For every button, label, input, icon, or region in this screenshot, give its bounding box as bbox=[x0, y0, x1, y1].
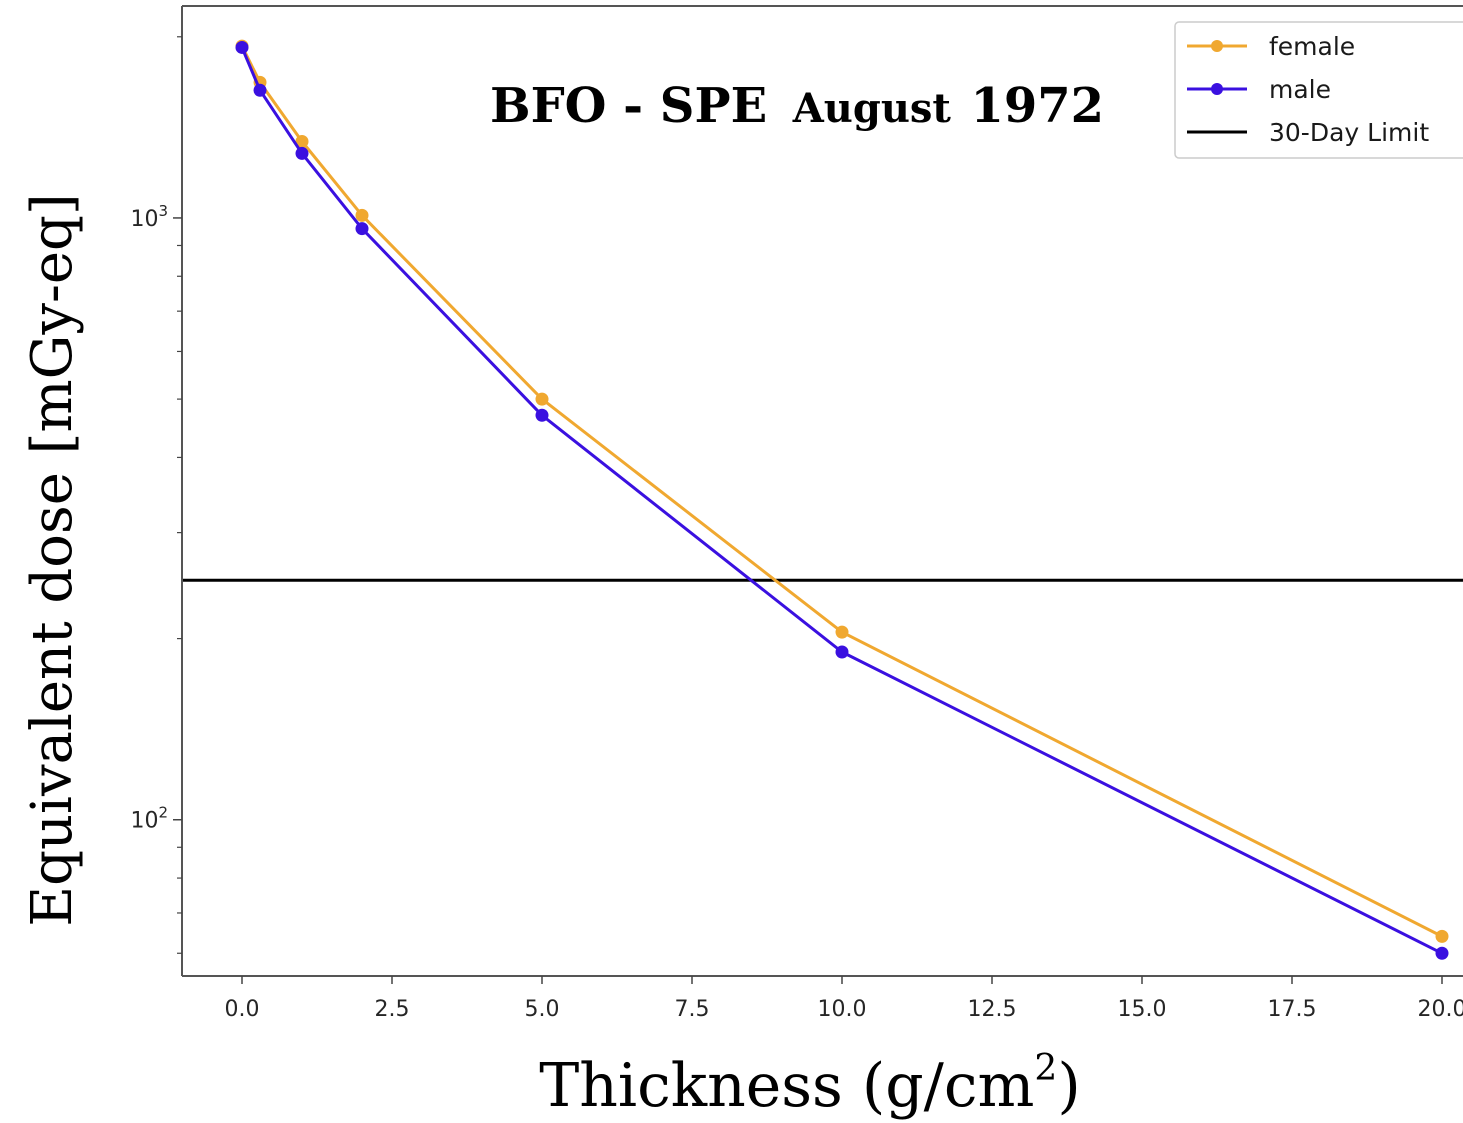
x-axis-label-superscript: 2 bbox=[1034, 1048, 1057, 1089]
x-tick-label: 0.0 bbox=[225, 997, 260, 1022]
y-tick-label: 103 bbox=[130, 202, 168, 232]
chart-title-year: 1972 bbox=[970, 78, 1104, 134]
x-tick-label: 15.0 bbox=[1118, 997, 1167, 1022]
legend: female male 30-Day Limit bbox=[1174, 21, 1463, 159]
x-tick-label: 5.0 bbox=[525, 997, 560, 1022]
chart-title-month: August bbox=[792, 85, 952, 132]
x-tick-label: 10.0 bbox=[818, 997, 867, 1022]
data-point-male bbox=[535, 408, 549, 422]
legend-swatch-marker bbox=[1211, 40, 1223, 52]
data-point-male bbox=[355, 222, 369, 236]
data-point-female bbox=[835, 625, 849, 639]
y-axis-label: Equivalent dose [mGy-eq] bbox=[20, 193, 85, 926]
data-point-female bbox=[355, 208, 369, 222]
data-point-male bbox=[835, 645, 849, 659]
x-axis-label-suffix: ) bbox=[1057, 1051, 1080, 1121]
data-point-male bbox=[235, 40, 249, 54]
data-point-female bbox=[295, 134, 309, 148]
legend-label: 30-Day Limit bbox=[1269, 118, 1429, 147]
x-tick-label: 2.5 bbox=[375, 997, 410, 1022]
legend-label: male bbox=[1269, 75, 1331, 104]
y-tick-label: 102 bbox=[130, 804, 168, 834]
x-tick-label: 12.5 bbox=[968, 997, 1017, 1022]
chart-title: BFO - SPE August 1972 bbox=[490, 78, 1104, 134]
data-point-female bbox=[535, 392, 549, 406]
data-point-male bbox=[1435, 946, 1449, 960]
x-tick-label: 7.5 bbox=[675, 997, 710, 1022]
legend-swatch-marker bbox=[1211, 83, 1223, 95]
x-axis-label-text: Thickness (g/cm bbox=[539, 1051, 1034, 1121]
x-tick-label: 17.5 bbox=[1268, 997, 1317, 1022]
data-point-female bbox=[1435, 929, 1449, 943]
data-point-male bbox=[295, 146, 309, 160]
data-point-male bbox=[253, 83, 267, 97]
x-tick-label: 20.0 bbox=[1418, 997, 1463, 1022]
legend-label: female bbox=[1269, 32, 1355, 61]
legend-box bbox=[1174, 21, 1463, 159]
x-axis-label: Thickness (g/cm2) bbox=[539, 1048, 1080, 1121]
chart-title-main: BFO - SPE bbox=[490, 78, 767, 134]
